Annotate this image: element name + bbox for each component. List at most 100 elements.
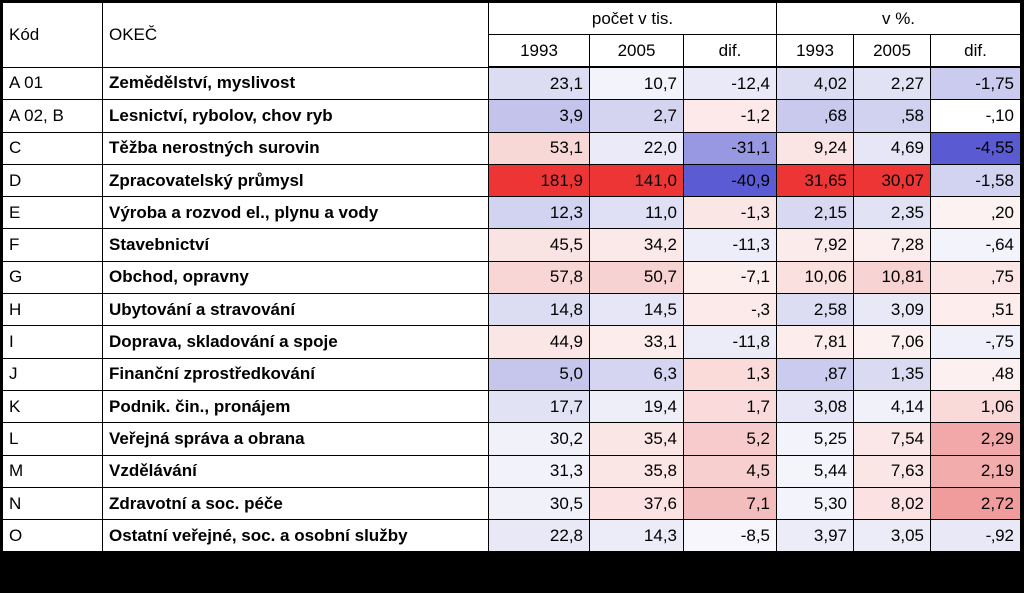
cell-count-2005: 10,7 <box>589 66 684 101</box>
cell-count-2005: 50,7 <box>589 260 684 295</box>
cell-pct-2005: 7,63 <box>853 454 931 488</box>
row-code: G <box>2 260 103 295</box>
cell-count-1993: 3,9 <box>488 99 590 133</box>
cell-pct-2005: 2,27 <box>853 66 931 101</box>
cell-pct-1993: 3,97 <box>776 519 854 553</box>
cell-pct-1993: 7,92 <box>776 228 854 262</box>
row-code: K <box>2 389 103 424</box>
cell-pct-dif: 2,19 <box>930 454 1021 488</box>
row-okec-name: Podnik. čin., pronájem <box>102 389 489 424</box>
cell-count-1993: 44,9 <box>488 325 590 359</box>
cell-count-dif: -11,3 <box>683 228 777 262</box>
cell-count-2005: 22,0 <box>589 131 684 165</box>
table-row: F Stavebnictví 45,5 34,2 -11,3 7,92 7,28 -‚64 <box>2 228 1021 262</box>
row-code: L <box>2 422 103 456</box>
cell-pct-dif: -1,75 <box>930 66 1021 101</box>
row-code: A 02, B <box>2 99 103 133</box>
cell-pct-2005: 2,35 <box>853 196 931 230</box>
cell-count-2005: 6,3 <box>589 357 684 391</box>
cell-pct-2005: ‚58 <box>853 99 931 133</box>
header-group-count: počet v tis. <box>488 2 777 35</box>
cell-pct-1993: 4,02 <box>776 66 854 101</box>
cell-count-1993: 45,5 <box>488 228 590 262</box>
cell-count-2005: 34,2 <box>589 228 684 262</box>
cell-pct-dif: -4,55 <box>930 131 1021 165</box>
cell-pct-dif: -‚75 <box>930 325 1021 359</box>
cell-pct-dif: -‚10 <box>930 99 1021 133</box>
data-table: Kód OKEČ počet v tis. v %. 1993 2005 dif… <box>2 2 1021 553</box>
table-row: K Podnik. čin., pronájem 17,7 19,4 1,7 3,08 4,… <box>2 389 1021 424</box>
row-code: N <box>2 486 103 521</box>
cell-count-dif: -11,8 <box>683 325 777 359</box>
row-okec-name: Obchod, opravny <box>102 260 489 295</box>
row-okec-name: Ostatní veřejné, soc. a osobní služby <box>102 519 489 553</box>
row-code: A 01 <box>2 66 103 101</box>
row-code: J <box>2 357 103 391</box>
row-code: M <box>2 454 103 488</box>
cell-count-2005: 35,8 <box>589 454 684 488</box>
cell-count-dif: 1,3 <box>683 357 777 391</box>
cell-count-dif: -7,1 <box>683 260 777 295</box>
cell-count-2005: 33,1 <box>589 325 684 359</box>
cell-pct-dif: ‚48 <box>930 357 1021 391</box>
cell-count-1993: 30,5 <box>488 486 590 521</box>
header-pct-1993: 1993 <box>776 34 854 68</box>
cell-pct-1993: 5,25 <box>776 422 854 456</box>
cell-pct-1993: 2,15 <box>776 196 854 230</box>
header-count-2005: 2005 <box>589 34 684 68</box>
row-code: I <box>2 325 103 359</box>
cell-pct-1993: 5,44 <box>776 454 854 488</box>
table-row: L Veřejná správa a obrana 30,2 35,4 5,2 5,25 7… <box>2 422 1021 456</box>
cell-pct-dif: -‚64 <box>930 228 1021 262</box>
cell-pct-1993: 5,30 <box>776 486 854 521</box>
cell-pct-dif: ‚75 <box>930 260 1021 295</box>
cell-count-2005: 35,4 <box>589 422 684 456</box>
table-row: J Finanční zprostředkování 5,0 6,3 1,3 ‚87 1,3… <box>2 357 1021 391</box>
cell-count-1993: 14,8 <box>488 293 590 327</box>
row-okec-name: Zemědělství, myslivost <box>102 66 489 101</box>
row-okec-name: Ubytování a stravování <box>102 293 489 327</box>
cell-count-1993: 53,1 <box>488 131 590 165</box>
cell-pct-dif: -1,58 <box>930 163 1021 198</box>
row-code: O <box>2 519 103 553</box>
table-row: G Obchod, opravny 57,8 50,7 -7,1 10,06 10,81 ‚7… <box>2 260 1021 295</box>
cell-pct-1993: 9,24 <box>776 131 854 165</box>
table-row: E Výroba a rozvod el., plynu a vody 12,3 11… <box>2 196 1021 230</box>
cell-pct-2005: 4,69 <box>853 131 931 165</box>
table-body: A 01 Zemědělství, myslivost 23,1 10,7 -12,4 4… <box>2 66 1021 553</box>
header-pct-2005: 2005 <box>853 34 931 68</box>
cell-pct-dif: 2,29 <box>930 422 1021 456</box>
row-okec-name: Vzdělávání <box>102 454 489 488</box>
cell-pct-dif: 1,06 <box>930 389 1021 424</box>
header-group-pct: v %. <box>776 2 1021 35</box>
row-okec-name: Výroba a rozvod el., plynu a vody <box>102 196 489 230</box>
header-code: Kód <box>2 2 103 68</box>
cell-count-dif: -12,4 <box>683 66 777 101</box>
header-pct-dif: dif. <box>930 34 1021 68</box>
cell-pct-1993: 7,81 <box>776 325 854 359</box>
row-okec-name: Lesnictví, rybolov, chov ryb <box>102 99 489 133</box>
row-okec-name: Těžba nerostných surovin <box>102 131 489 165</box>
cell-pct-dif: ‚20 <box>930 196 1021 230</box>
cell-pct-2005: 3,05 <box>853 519 931 553</box>
cell-count-2005: 14,5 <box>589 293 684 327</box>
row-okec-name: Zpracovatelský průmysl <box>102 163 489 198</box>
cell-count-dif: 5,2 <box>683 422 777 456</box>
table-row: M Vzdělávání 31,3 35,8 4,5 5,44 7,63 2,19 <box>2 454 1021 488</box>
cell-count-1993: 31,3 <box>488 454 590 488</box>
cell-pct-2005: 30,07 <box>853 163 931 198</box>
row-okec-name: Finanční zprostředkování <box>102 357 489 391</box>
cell-pct-2005: 3,09 <box>853 293 931 327</box>
cell-pct-1993: 31,65 <box>776 163 854 198</box>
cell-pct-1993: 2,58 <box>776 293 854 327</box>
table-row: C Těžba nerostných surovin 53,1 22,0 -31,1 9,… <box>2 131 1021 165</box>
cell-count-2005: 19,4 <box>589 389 684 424</box>
cell-pct-2005: 7,06 <box>853 325 931 359</box>
cell-count-dif: 1,7 <box>683 389 777 424</box>
row-okec-name: Stavebnictví <box>102 228 489 262</box>
table-row: D Zpracovatelský průmysl 181,9 141,0 -40,9 31… <box>2 163 1021 198</box>
cell-count-dif: -1,2 <box>683 99 777 133</box>
cell-pct-1993: 10,06 <box>776 260 854 295</box>
row-okec-name: Veřejná správa a obrana <box>102 422 489 456</box>
table-row: N Zdravotní a soc. péče 30,5 37,6 7,1 5,30 8,0… <box>2 486 1021 521</box>
